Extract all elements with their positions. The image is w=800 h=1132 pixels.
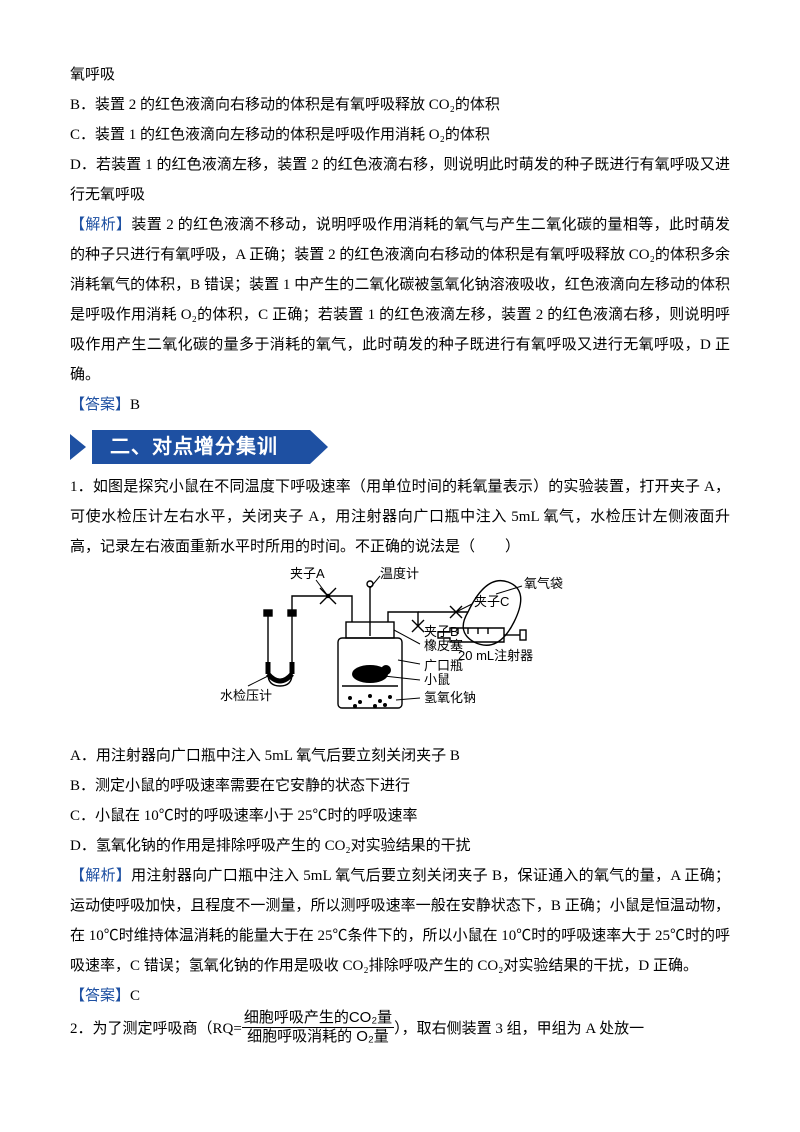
svg-text:夹子C: 夹子C xyxy=(474,594,509,609)
chevron-banner-icon: 二、对点增分集训 xyxy=(70,430,330,464)
svg-text:氧气袋: 氧气袋 xyxy=(524,576,563,591)
q1-answer: 【答案】C xyxy=(70,981,730,1011)
q1-analysis: 【解析】用注射器向广口瓶中注入 5mL 氧气后要立刻关闭夹子 B，保证通入的氧气… xyxy=(70,861,730,981)
answer-value: B xyxy=(130,397,140,413)
analysis-label: 【解析】 xyxy=(70,217,131,233)
q1-figure: 夹子A 温度计 氧气袋 夹子C 夹子B 橡皮塞 20 mL注射器 广口瓶 小鼠 … xyxy=(70,566,730,737)
q1-option-b: B．测定小鼠的呼吸速率需要在它安静的状态下进行 xyxy=(70,771,730,801)
apparatus-diagram-icon: 夹子A 温度计 氧气袋 夹子C 夹子B 橡皮塞 20 mL注射器 广口瓶 小鼠 … xyxy=(220,566,580,726)
section-title-text: 二、对点增分集训 xyxy=(110,434,278,458)
q1-option-d: D．氢氧化钠的作用是排除呼吸产生的 CO₂对实验结果的干扰 xyxy=(70,831,730,861)
svg-text:小鼠: 小鼠 xyxy=(424,672,450,687)
svg-text:温度计: 温度计 xyxy=(380,566,419,581)
answer-value: C xyxy=(130,988,140,1004)
q1-option-c: C．小鼠在 10℃时的呼吸速率小于 25℃时的呼吸速率 xyxy=(70,801,730,831)
q0-option-c: C．装置 1 的红色液滴向左移动的体积是呼吸作用消耗 O₂的体积 xyxy=(70,120,730,150)
answer-label: 【答案】 xyxy=(70,988,130,1004)
analysis-text: 用注射器向广口瓶中注入 5mL 氧气后要立刻关闭夹子 B，保证通入的氧气的量，A… xyxy=(70,868,730,974)
q2-stem-after: ），取右侧装置 3 组，甲组为 A 处放一 xyxy=(394,1021,644,1037)
q1-stem: 1．如图是探究小鼠在不同温度下呼吸速率（用单位时间的耗氧量表示）的实验装置，打开… xyxy=(70,472,730,562)
svg-text:水检压计: 水检压计 xyxy=(220,688,272,703)
continuation-line: 氧呼吸 xyxy=(70,60,730,90)
q0-option-d: D．若装置 1 的红色液滴左移，装置 2 的红色液滴右移，则说明此时萌发的种子既… xyxy=(70,150,730,210)
rq-fraction: 细胞呼吸产生的CO₂量细胞呼吸消耗的 O₂量 xyxy=(242,1009,394,1046)
q0-analysis: 【解析】装置 2 的红色液滴不移动，说明呼吸作用消耗的氧气与产生二氧化碳的量相等… xyxy=(70,210,730,390)
q1-option-a: A．用注射器向广口瓶中注入 5mL 氧气后要立刻关闭夹子 B xyxy=(70,741,730,771)
analysis-text: 装置 2 的红色液滴不移动，说明呼吸作用消耗的氧气与产生二氧化碳的量相等，此时萌… xyxy=(70,217,730,383)
page-root: 氧呼吸 B．装置 2 的红色液滴向右移动的体积是有氧呼吸释放 CO₂的体积 C．… xyxy=(0,0,800,1088)
q0-option-b: B．装置 2 的红色液滴向右移动的体积是有氧呼吸释放 CO₂的体积 xyxy=(70,90,730,120)
svg-text:夹子B: 夹子B xyxy=(424,624,459,639)
fraction-denominator: 细胞呼吸消耗的 O₂量 xyxy=(242,1028,394,1046)
fraction-numerator: 细胞呼吸产生的CO₂量 xyxy=(242,1009,394,1028)
svg-text:20 mL注射器: 20 mL注射器 xyxy=(458,648,533,663)
section-header: 二、对点增分集训 xyxy=(70,430,730,464)
q2-stem-before: 2．为了测定呼吸商（RQ= xyxy=(70,1021,242,1037)
analysis-label: 【解析】 xyxy=(70,868,131,884)
answer-label: 【答案】 xyxy=(70,397,130,413)
svg-text:夹子A: 夹子A xyxy=(290,566,325,581)
svg-text:氢氧化钠: 氢氧化钠 xyxy=(424,690,476,705)
q0-answer: 【答案】B xyxy=(70,390,730,420)
svg-text:广口瓶: 广口瓶 xyxy=(424,658,463,673)
q2-stem: 2．为了测定呼吸商（RQ=细胞呼吸产生的CO₂量细胞呼吸消耗的 O₂量），取右侧… xyxy=(70,1011,730,1048)
